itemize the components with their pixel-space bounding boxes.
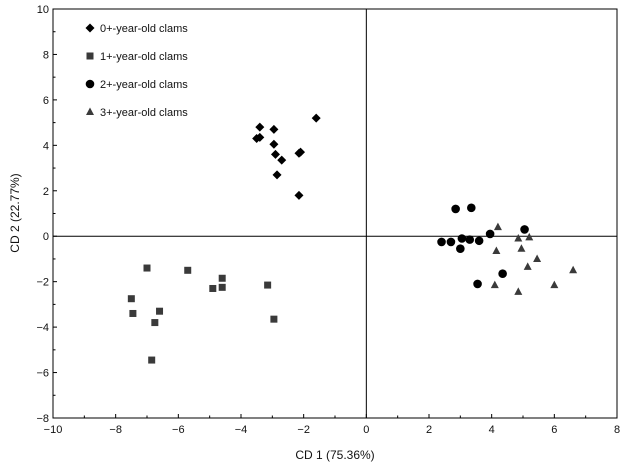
square-point <box>127 295 135 303</box>
square-point <box>264 281 272 289</box>
y-tick-label: −4 <box>36 322 49 334</box>
circle-point <box>465 235 475 244</box>
circle-point <box>457 234 467 243</box>
circle-point <box>451 204 460 214</box>
y-tick-label: −6 <box>36 368 49 380</box>
triangle-point <box>490 280 499 289</box>
square-point <box>209 284 217 292</box>
square-point <box>86 52 94 60</box>
y-tick-label: 2 <box>43 186 49 198</box>
circle-point <box>485 229 495 239</box>
square-point <box>218 274 226 282</box>
diamond-point <box>270 149 280 159</box>
triangle-point <box>492 246 501 254</box>
x-tick-label: 2 <box>426 424 432 436</box>
square-point <box>148 356 156 364</box>
circle-point <box>467 203 476 213</box>
circle-point <box>85 79 95 89</box>
y-tick-label: 8 <box>43 49 49 61</box>
y-tick-label: 10 <box>37 4 49 16</box>
x-tick-label: 4 <box>489 424 495 436</box>
triangle-point <box>517 244 526 252</box>
y-tick-label: 6 <box>43 95 49 107</box>
diamond-point <box>311 113 321 123</box>
triangle-point <box>514 233 523 242</box>
diamond-point <box>277 155 287 165</box>
legend: 0+-year-old clams 1+-year-old clams 2+-yea… <box>85 23 188 119</box>
circle-point <box>446 237 456 247</box>
circle-point <box>437 237 446 247</box>
square-point <box>156 307 164 315</box>
x-tick-label: 6 <box>551 424 557 436</box>
y-tick-label: 4 <box>43 140 49 152</box>
square-point <box>143 264 151 272</box>
legend-label: 0+-year-old clams <box>100 23 188 35</box>
legend-label: 3+-year-old clams <box>100 107 188 119</box>
circle-point <box>474 236 484 246</box>
circle-point <box>456 244 465 254</box>
triangle-point <box>533 254 542 262</box>
square-point <box>129 309 137 317</box>
diamond-point <box>269 139 279 149</box>
legend-label: 2+-year-old clams <box>100 79 188 91</box>
x-tick-label: −2 <box>297 424 310 436</box>
y-axis-label: CD 2 (22.77%) <box>8 173 22 252</box>
square-point <box>184 266 192 274</box>
triangle-point <box>514 287 523 295</box>
x-axis-label: CD 1 (75.36%) <box>295 448 374 462</box>
diamond-point <box>294 190 304 200</box>
circle-point <box>498 269 507 279</box>
x-tick-label: −4 <box>235 424 248 436</box>
triangle-point <box>493 222 502 231</box>
x-tick-label: 8 <box>614 424 620 436</box>
x-tick-label: −6 <box>172 424 185 436</box>
x-tick-label: −8 <box>109 424 122 436</box>
y-tick-label: 0 <box>43 231 49 243</box>
diamond-point <box>255 122 265 132</box>
x-tick-label: −10 <box>44 424 63 436</box>
triangle-point <box>569 265 578 274</box>
diamond-point <box>269 124 279 134</box>
triangle-point <box>86 107 94 115</box>
y-tick-label: −8 <box>36 413 49 425</box>
y-tick-label: −2 <box>36 277 49 289</box>
x-tick-label: 0 <box>363 424 369 436</box>
diamond-point <box>255 132 265 142</box>
triangle-point <box>523 262 532 270</box>
legend-label: 1+-year-old clams <box>100 51 188 63</box>
diamond-point <box>294 148 304 158</box>
square-point <box>151 319 159 327</box>
diamond-point <box>85 23 95 33</box>
plot-frame <box>52 8 618 419</box>
diamond-point <box>272 170 282 180</box>
data-points <box>127 113 578 364</box>
circle-point <box>473 279 482 289</box>
triangle-point <box>550 280 559 289</box>
triangle-point <box>525 232 534 241</box>
square-point <box>218 283 226 291</box>
square-point <box>270 315 278 323</box>
circle-point <box>520 225 529 234</box>
